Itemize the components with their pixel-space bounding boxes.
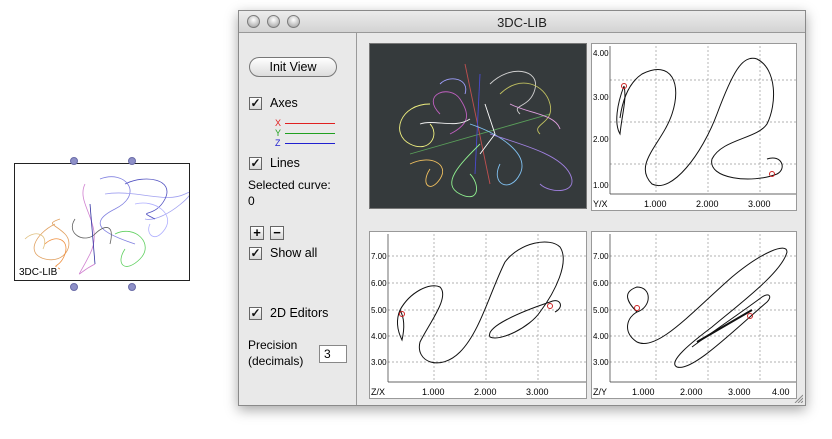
axis-key-y: Y [275, 128, 336, 138]
show-all-label: Show all [270, 246, 318, 260]
thumbnail-preview[interactable]: 3DC-LIB [14, 163, 190, 281]
zx-y-tick-3: 4.00 [371, 332, 387, 341]
zx-x-tick-0: 1.000 [422, 387, 445, 397]
window-title: 3DC-LIB [497, 15, 547, 30]
zy-y-tick-4: 3.00 [593, 358, 609, 367]
zy-x-tick-3: 4.00 [772, 387, 790, 397]
precision-label: Precision [248, 338, 298, 352]
resize-handle-bottom-right[interactable] [128, 283, 136, 291]
zy-x-tick-1: 2.000 [680, 387, 703, 397]
lines-label: Lines [270, 156, 300, 170]
zy-y-tick-3: 4.00 [593, 332, 609, 341]
zx-y-tick-0: 7.00 [371, 252, 387, 261]
resize-handle-bottom-left[interactable] [70, 283, 78, 291]
axis-key-z-label: Z [275, 138, 281, 148]
view-3d-panel[interactable] [369, 43, 587, 209]
init-view-button[interactable]: Init View [249, 57, 337, 77]
zx-axes-label: Z/X [371, 387, 385, 397]
precision-sublabel: (decimals) [248, 354, 304, 368]
zx-y-tick-2: 5.00 [371, 306, 387, 315]
close-window-button[interactable] [247, 15, 260, 28]
title-bar[interactable]: 3DC-LIB [239, 11, 805, 33]
zx-y-tick-4: 3.00 [371, 358, 387, 367]
thumbnail-curves [24, 176, 189, 275]
editors-2d-checkbox[interactable]: ✓ [249, 306, 262, 320]
minimize-window-button[interactable] [267, 15, 280, 28]
main-window: 3DC-LIB Init View ✓ Axes X Y Z ✓ Lines S… [238, 10, 806, 406]
yx-y-tick-2: 2.00 [593, 135, 609, 144]
selected-curve-value: 0 [248, 194, 255, 208]
zy-y-tick-0: 7.00 [593, 252, 609, 261]
add-curve-button[interactable]: + [250, 226, 264, 240]
control-sidebar: Init View ✓ Axes X Y Z ✓ Lines Selected … [239, 33, 357, 405]
yx-x-tick-1: 2.000 [696, 199, 719, 209]
resize-handle-top-left[interactable] [70, 157, 78, 165]
axis-key-x-label: X [275, 118, 282, 128]
zx-editor-panel[interactable]: 7.00 6.00 5.00 4.00 3.00 Z/X 1.000 2.000… [369, 231, 587, 399]
zoom-window-button[interactable] [287, 15, 300, 28]
view-3d-curves [399, 63, 573, 197]
yx-plot: 4.00 3.00 2.00 1.00 Y/X 1.000 2.000 3.00… [593, 46, 796, 209]
yx-y-tick-0: 4.00 [593, 49, 609, 58]
lines-checkbox[interactable]: ✓ [249, 156, 262, 170]
zy-x-tick-0: 1.000 [632, 387, 655, 397]
remove-curve-button[interactable]: − [270, 226, 284, 240]
axis-key-y-label: Y [275, 128, 282, 138]
zy-y-tick-2: 5.00 [593, 306, 609, 315]
selected-curve-label: Selected curve: [248, 178, 331, 192]
yx-editor-panel[interactable]: 4.00 3.00 2.00 1.00 Y/X 1.000 2.000 3.00… [591, 43, 797, 211]
editors-2d-label: 2D Editors [270, 306, 329, 320]
zx-y-tick-1: 6.00 [371, 279, 387, 288]
zx-x-tick-1: 2.000 [474, 387, 497, 397]
yx-axes-label: Y/X [593, 199, 608, 209]
yx-x-tick-2: 3.000 [748, 199, 771, 209]
axes-checkbox[interactable]: ✓ [249, 96, 262, 110]
precision-input[interactable]: 3 [319, 345, 347, 363]
zy-x-tick-2: 3.000 [728, 387, 751, 397]
resize-handle-top-right[interactable] [128, 157, 136, 165]
window-resize-grip-icon[interactable] [793, 393, 803, 403]
zy-plot: 7.00 6.00 5.00 4.00 3.00 Z/Y 1.000 2.000… [593, 234, 796, 397]
zy-axes-label: Z/Y [593, 387, 607, 397]
yx-y-tick-3: 1.00 [593, 181, 609, 190]
yx-x-tick-0: 1.000 [644, 199, 667, 209]
axes-label: Axes [270, 96, 298, 110]
yx-y-tick-1: 3.00 [593, 93, 609, 102]
axis-key-z: Z [275, 139, 335, 148]
zy-editor-panel[interactable]: 7.00 6.00 5.00 4.00 3.00 Z/Y 1.000 2.000… [591, 231, 797, 399]
zy-y-tick-1: 6.00 [593, 279, 609, 288]
zx-x-tick-2: 3.000 [526, 387, 549, 397]
show-all-checkbox[interactable]: ✓ [249, 246, 262, 260]
zx-plot: 7.00 6.00 5.00 4.00 3.00 Z/X 1.000 2.000… [371, 234, 586, 397]
axis-key-x: X [275, 118, 336, 128]
thumbnail-label: 3DC-LIB [18, 267, 59, 278]
